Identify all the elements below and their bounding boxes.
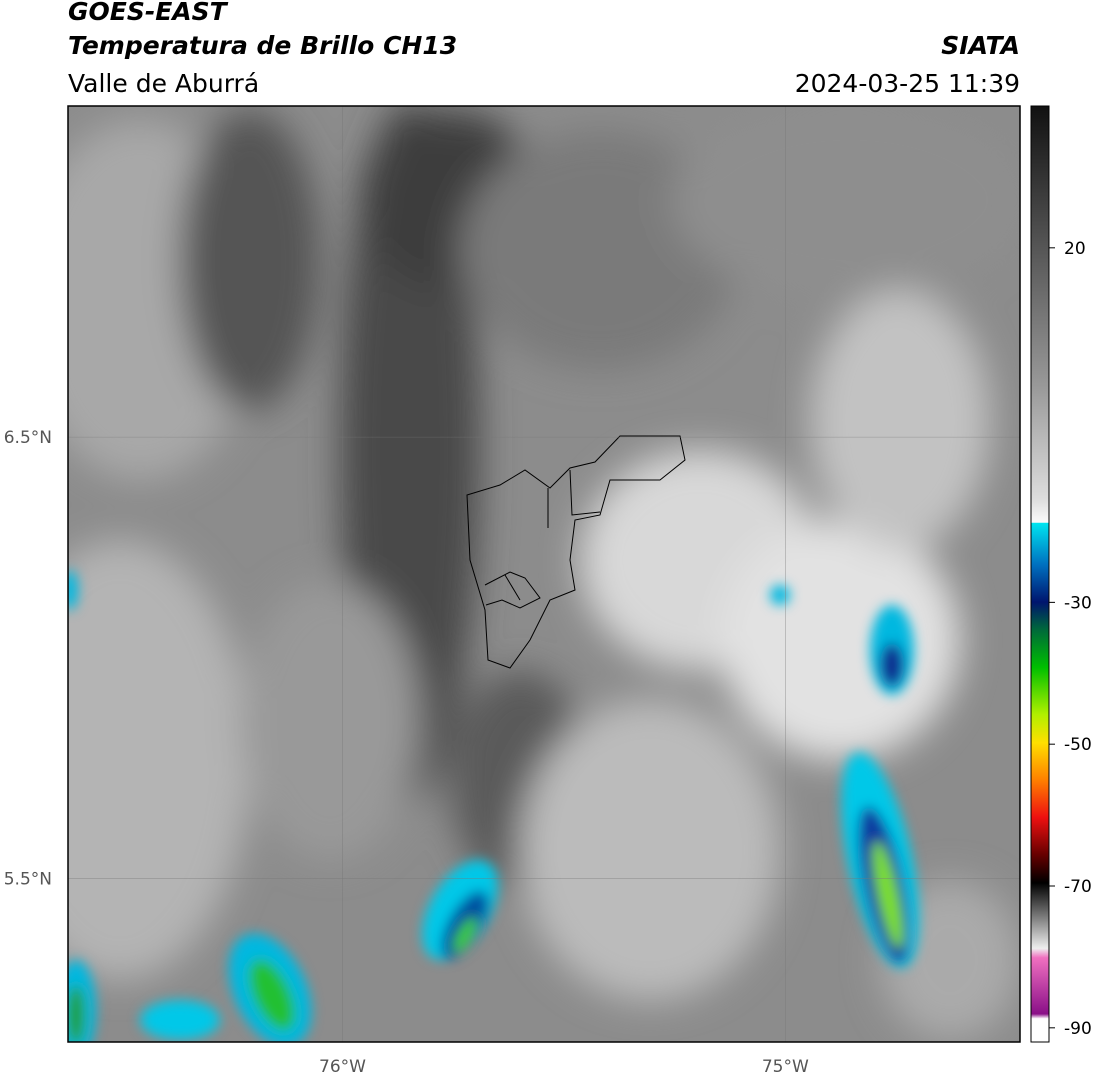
satellite-image (68, 106, 1020, 1042)
colorbar-tick-label: -70 (1064, 877, 1092, 897)
x-tick-label: 76°W (319, 1057, 366, 1077)
timestamp: 2024-03-25 11:39 (795, 69, 1020, 98)
colorbar (1030, 105, 1050, 1043)
map-frame (67, 105, 1021, 1043)
source: SIATA (941, 31, 1020, 60)
region: Valle de Aburrá (68, 69, 259, 98)
y-tick-label: 5.5°N (4, 870, 52, 890)
colorbar-tick-label: -50 (1064, 735, 1092, 755)
x-tick-label: 75°W (762, 1057, 809, 1077)
colorbar-tick-label: -30 (1064, 593, 1092, 613)
y-tick-label: 6.5°N (4, 428, 52, 448)
subtitle: Temperatura de Brillo CH13 (68, 31, 457, 60)
title: GOES-EAST (68, 0, 229, 26)
colorbar-tick-label: 20 (1064, 239, 1086, 259)
colorbar-tick-label: -90 (1064, 1019, 1092, 1039)
